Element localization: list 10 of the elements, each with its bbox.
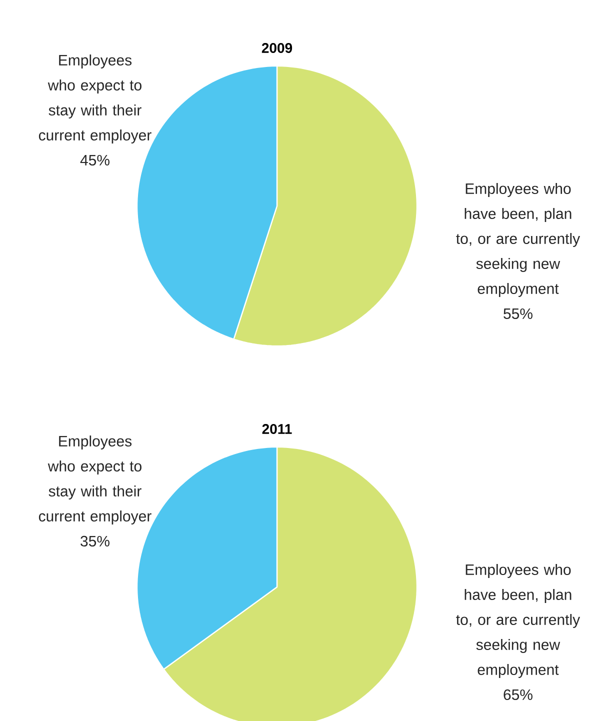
slice-label: Employees who expect to stay with their current employer <box>38 435 152 524</box>
data-label: 55% <box>504 308 532 319</box>
data-label: 65% <box>504 689 532 700</box>
slice-label: Employees who expect to stay with their current employer <box>38 54 152 144</box>
data-label: 35% <box>80 536 110 546</box>
data-label: 45% <box>80 154 110 166</box>
slice-label: Employees who have been, plan to, or are currently seeking new employment <box>456 182 580 297</box>
slice-label: Employees who have been, plan to, or are currently seeking new employment <box>456 564 580 678</box>
chart-title: 2009 <box>262 43 292 53</box>
chart-title: 2011 <box>262 424 292 434</box>
